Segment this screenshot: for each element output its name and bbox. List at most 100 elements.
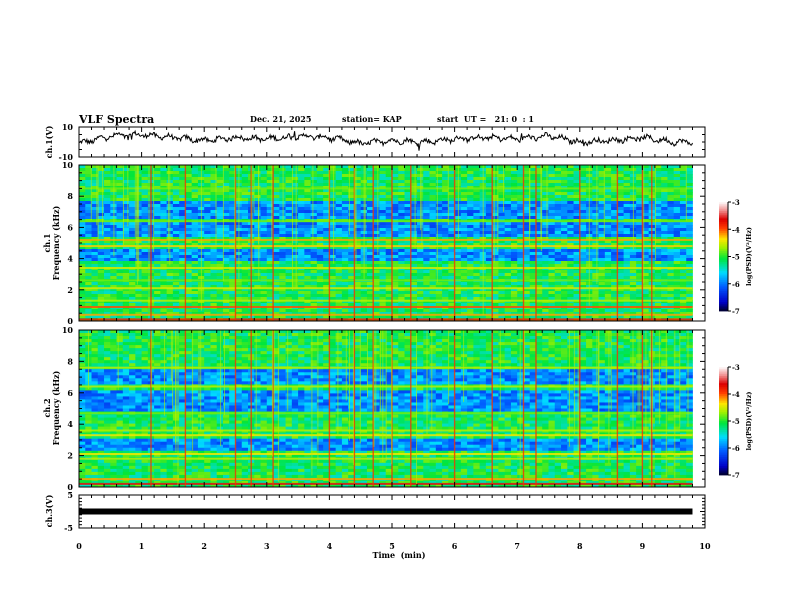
spectrogram-cell bbox=[335, 234, 343, 238]
spectrogram-cell bbox=[448, 198, 455, 202]
spectrogram-cell bbox=[373, 291, 380, 295]
spectrogram-cell bbox=[273, 291, 280, 295]
spectrogram-cell bbox=[442, 255, 449, 259]
spectrogram-cell bbox=[448, 294, 455, 298]
spectrogram-cell bbox=[373, 261, 380, 265]
spectrogram-cell bbox=[611, 282, 618, 286]
spectrogram-cell bbox=[104, 165, 111, 169]
spectrogram-cell bbox=[285, 240, 293, 244]
spectrogram-cell bbox=[179, 285, 186, 289]
spectrogram-cell bbox=[166, 264, 174, 268]
spectrogram-cell bbox=[160, 297, 168, 301]
spectrogram-cell bbox=[79, 180, 86, 184]
spectrogram-cell bbox=[241, 282, 249, 286]
spectrogram-cell bbox=[222, 204, 230, 208]
spectrogram-cell bbox=[379, 177, 387, 181]
spectrogram-cell bbox=[229, 237, 236, 241]
spectrogram-cell bbox=[154, 309, 161, 313]
spectrogram-cell bbox=[179, 270, 186, 274]
spectrogram-cell bbox=[498, 225, 506, 229]
spectrogram-cell bbox=[191, 222, 199, 226]
spectrogram-cell bbox=[298, 312, 305, 316]
spectrogram-cell bbox=[285, 312, 293, 316]
spectrogram-cell bbox=[467, 273, 474, 277]
spectrogram-cell bbox=[241, 273, 249, 277]
spectrogram-cell bbox=[298, 294, 305, 298]
spectrogram-cell bbox=[254, 237, 261, 241]
spectrogram-cell bbox=[417, 312, 424, 316]
spectrogram-cell bbox=[260, 177, 268, 181]
spectrogram-cell bbox=[373, 168, 380, 172]
spectrogram-cell bbox=[573, 291, 581, 295]
spectrogram-cell bbox=[498, 192, 506, 196]
spectrogram-cell bbox=[435, 201, 443, 205]
spectrogram-cell bbox=[567, 291, 574, 295]
spectrogram-cell bbox=[573, 231, 581, 235]
spectrogram-cell bbox=[579, 222, 587, 226]
spectrogram-cell bbox=[392, 297, 399, 301]
spectrogram-cell bbox=[222, 258, 230, 262]
spectrogram-cell bbox=[341, 228, 349, 232]
spectrogram-cell bbox=[561, 171, 568, 175]
spectrogram-cell bbox=[398, 207, 405, 211]
spectrogram-cell bbox=[636, 165, 643, 169]
spectrogram-cell bbox=[629, 315, 637, 319]
spectrogram-cell bbox=[235, 303, 243, 307]
spectrogram-cell bbox=[429, 246, 437, 250]
spectrogram-cell bbox=[398, 198, 405, 202]
spectrogram-cell bbox=[104, 183, 111, 187]
spectrogram-cell bbox=[210, 252, 218, 256]
spectrogram-cell bbox=[611, 231, 618, 235]
spectrogram-cell bbox=[542, 240, 549, 244]
spectrogram-cell bbox=[279, 291, 286, 295]
spectrogram-cell bbox=[341, 234, 349, 238]
spectrogram-cell bbox=[504, 192, 512, 196]
spectrogram-cell bbox=[623, 288, 631, 292]
spectrogram-cell bbox=[623, 195, 631, 199]
spectrogram-cell bbox=[523, 198, 531, 202]
spectrogram-cell bbox=[567, 216, 574, 220]
spectrogram-cell bbox=[392, 213, 399, 217]
spectrogram-cell bbox=[310, 174, 318, 178]
spectrogram-cell bbox=[97, 216, 105, 220]
spectrogram-cell bbox=[160, 183, 168, 187]
spectrogram-cell bbox=[141, 285, 149, 289]
spectrogram-cell bbox=[435, 213, 443, 217]
spectrogram-cell bbox=[266, 165, 274, 169]
spectrogram-cell bbox=[392, 222, 399, 226]
spectrogram-cell bbox=[485, 201, 493, 205]
spectrogram-cell bbox=[398, 189, 405, 193]
spectrogram-cell bbox=[341, 171, 349, 175]
spectrogram-cell bbox=[473, 180, 481, 184]
spectrogram-cell bbox=[341, 177, 349, 181]
spectrogram-cell bbox=[116, 264, 124, 268]
spectrogram-cell bbox=[260, 192, 268, 196]
spectrogram-cell bbox=[298, 195, 305, 199]
spectrogram-cell bbox=[141, 255, 149, 259]
spectrogram-cell bbox=[573, 264, 581, 268]
spectrogram-cell bbox=[504, 255, 512, 259]
spectrogram-cell bbox=[229, 246, 236, 250]
spectrogram-cell bbox=[335, 204, 343, 208]
spectrogram-cell bbox=[654, 309, 662, 313]
spectrogram-cell bbox=[304, 228, 312, 232]
spectrogram-cell bbox=[567, 243, 574, 247]
spectrogram-cell bbox=[523, 288, 531, 292]
spectrogram-cell bbox=[617, 195, 625, 199]
spectrogram-cell bbox=[185, 246, 193, 250]
spectrogram-cell bbox=[229, 273, 236, 277]
spectrogram-cell bbox=[467, 270, 474, 274]
spectrogram-cell bbox=[592, 270, 599, 274]
spectrogram-cell bbox=[160, 288, 168, 292]
spectrogram-cell bbox=[579, 192, 587, 196]
spectrogram-cell bbox=[341, 294, 349, 298]
spectrogram-cell bbox=[298, 165, 305, 169]
spectrogram-cell bbox=[523, 207, 531, 211]
spectrogram-cell bbox=[454, 312, 462, 316]
spectrogram-cell bbox=[498, 297, 506, 301]
spectrogram-cell bbox=[442, 240, 449, 244]
spectrogram-cell bbox=[310, 258, 318, 262]
spectrogram-cell bbox=[85, 264, 92, 268]
spectrogram-cell bbox=[548, 246, 556, 250]
spectrogram-cell bbox=[611, 309, 618, 313]
